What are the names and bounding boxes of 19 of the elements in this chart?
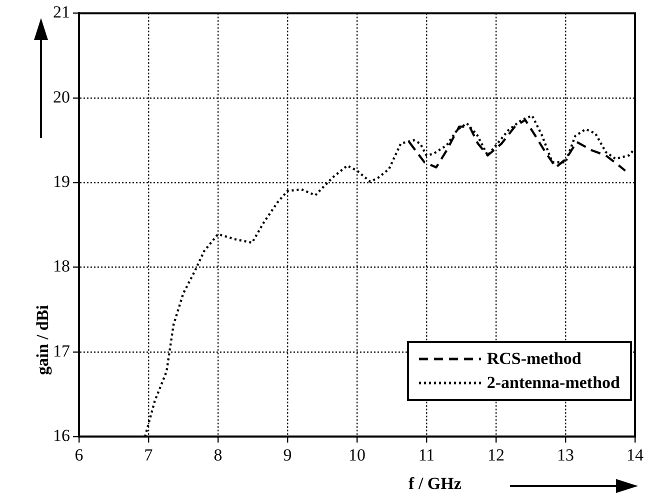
x-tick-label: 8	[214, 445, 222, 464]
y-tick-label: 16	[53, 426, 70, 446]
y-tick-label: 20	[53, 87, 70, 106]
x-tick-label: 6	[74, 445, 84, 464]
y-tick-label: 17	[53, 341, 70, 360]
x-tick-label: 13	[557, 445, 574, 464]
x-axis-title: f / GHz	[408, 474, 462, 494]
legend-label: RCS-method	[486, 349, 582, 369]
legend-label: 2-antenna-method	[486, 373, 620, 393]
x-tick-label: 7	[144, 445, 154, 464]
x-tick-label: 9	[283, 445, 292, 464]
y-tick-label: 21	[53, 2, 70, 22]
y-axis-title: gain / dBi	[33, 304, 53, 377]
y-tick-label: 18	[53, 256, 70, 276]
x-tick-label: 14	[626, 445, 644, 464]
x-tick-label: 11	[418, 445, 435, 464]
x-tick-label: 10	[348, 445, 366, 464]
y-tick-label: 19	[53, 172, 70, 192]
x-tick-label: 12	[488, 445, 504, 464]
